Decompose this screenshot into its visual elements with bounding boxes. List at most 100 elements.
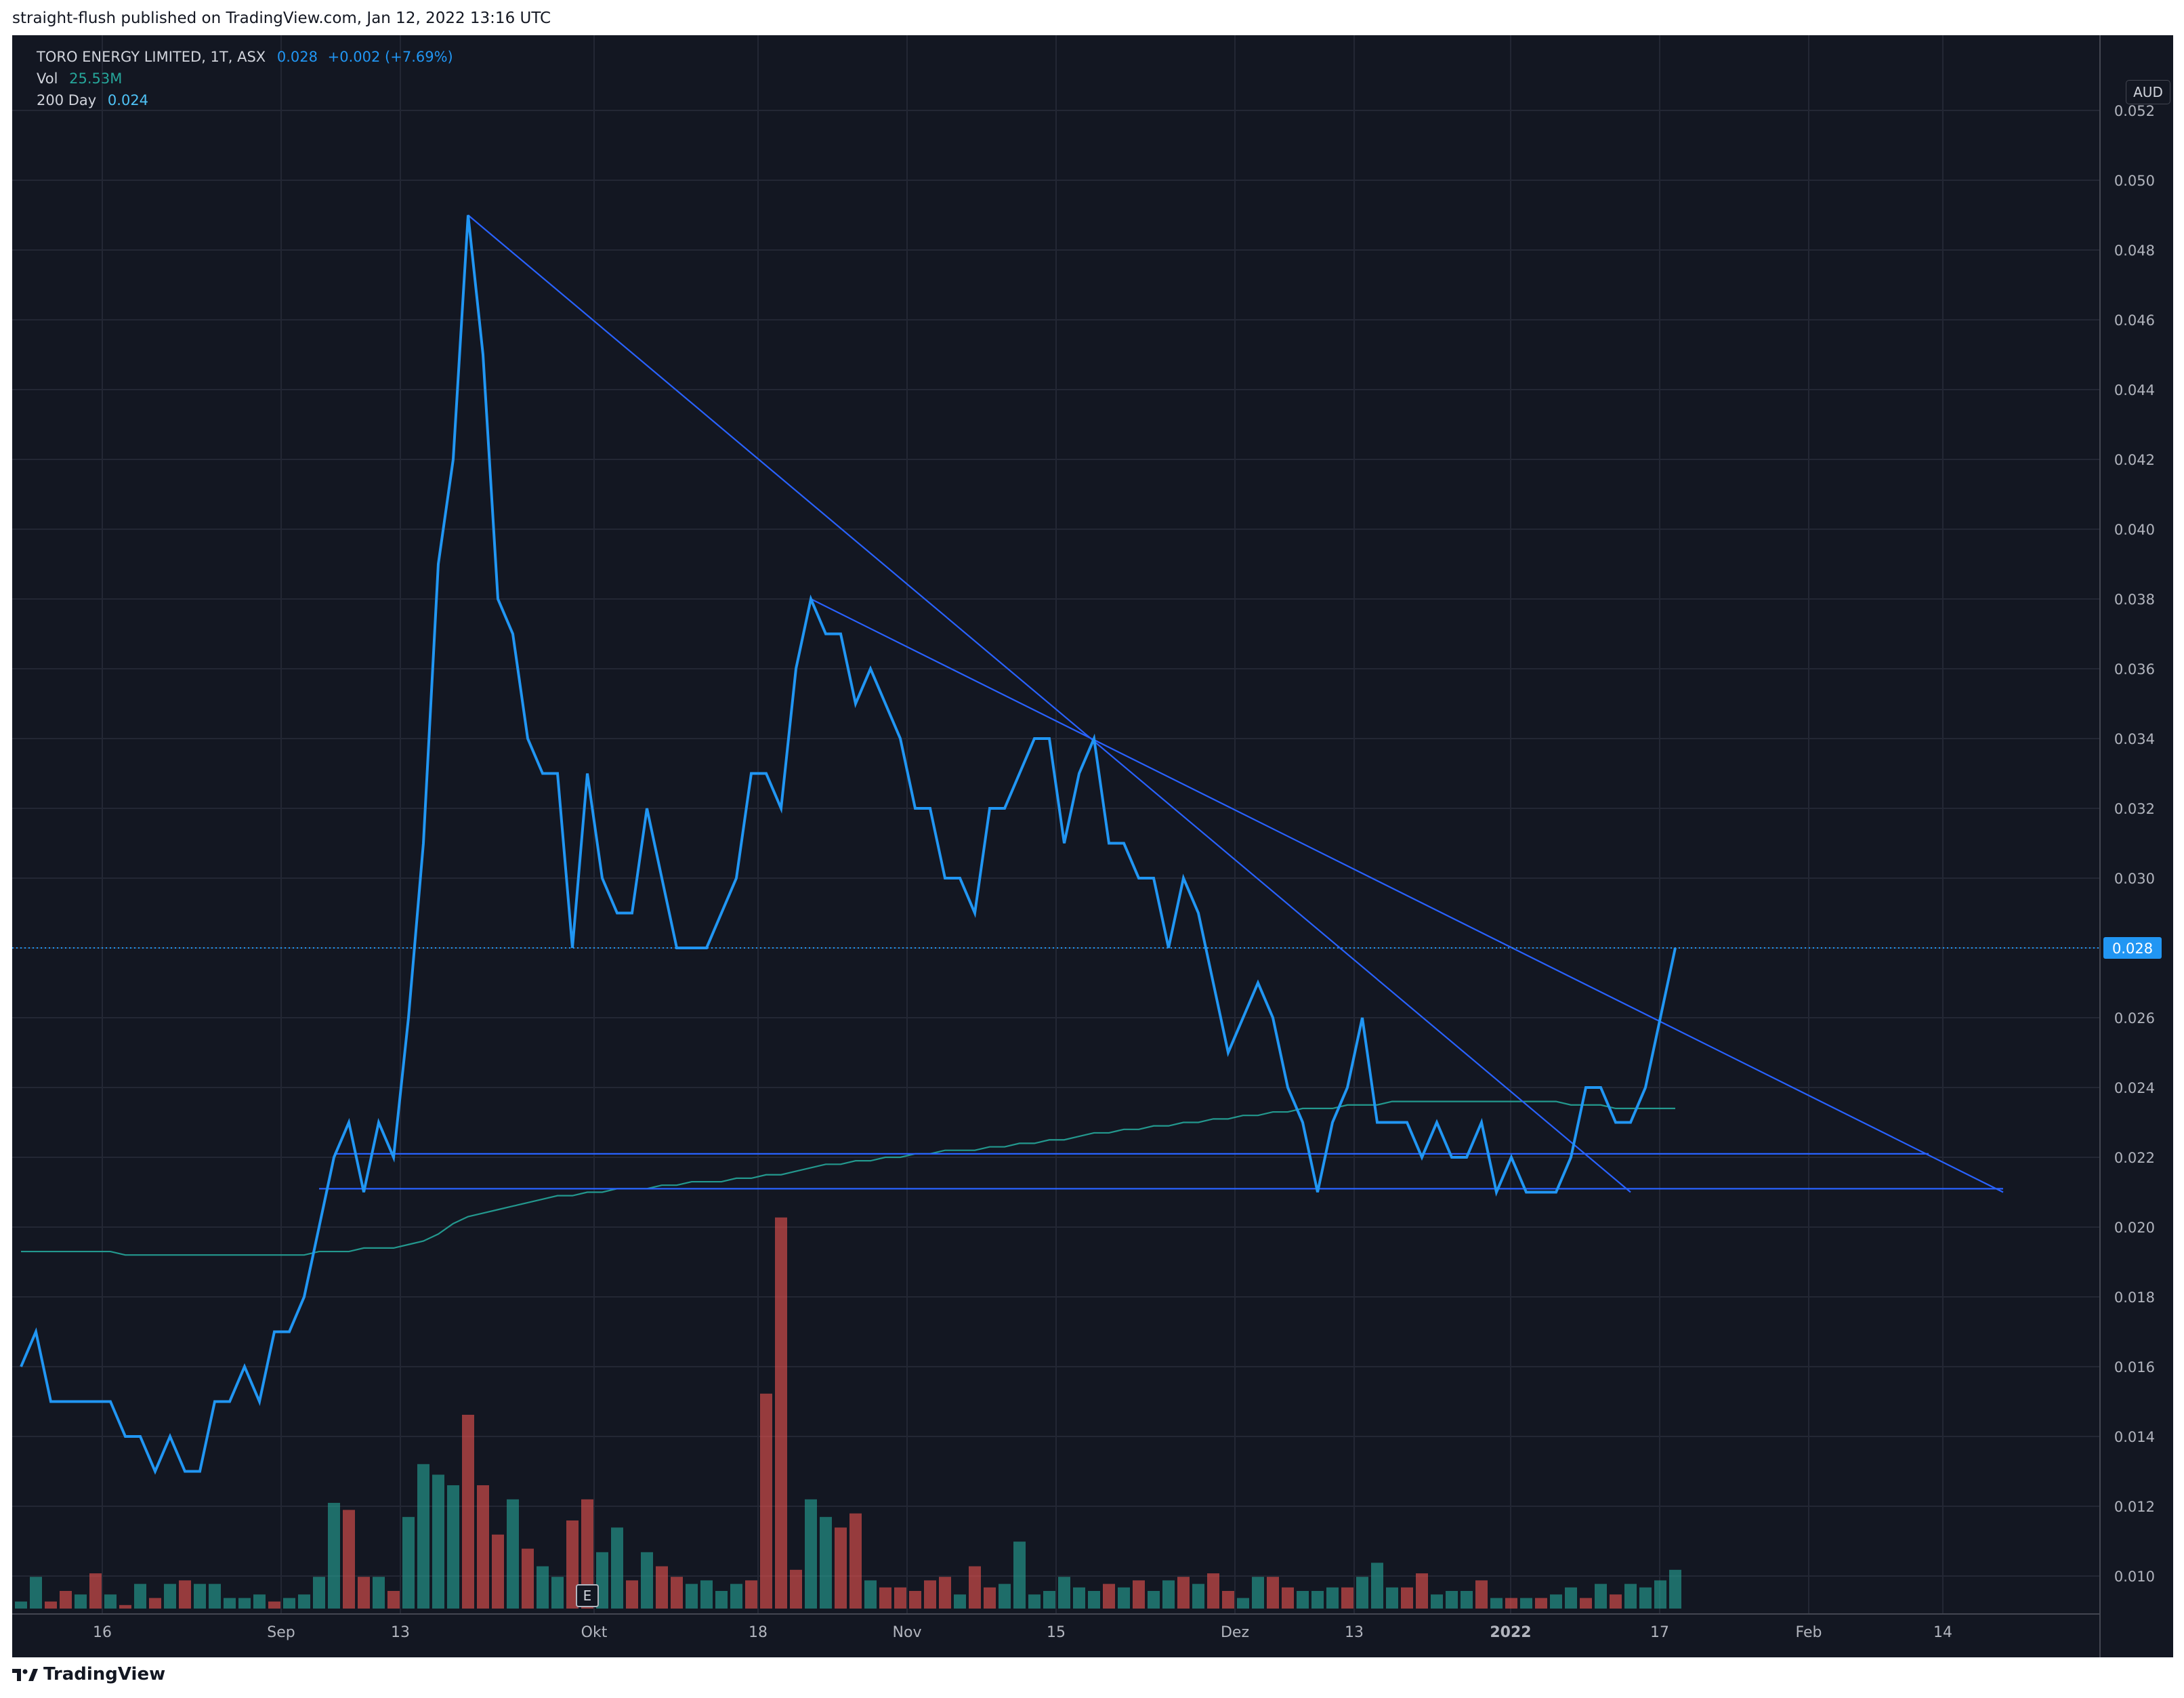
volume-bar-up bbox=[700, 1580, 713, 1609]
volume-bar-down bbox=[835, 1527, 847, 1609]
volume-bar-up bbox=[1550, 1594, 1562, 1609]
volume-bar-up bbox=[1386, 1587, 1398, 1609]
x-tick-label: Feb bbox=[1796, 1624, 1822, 1641]
volume-bar-down bbox=[343, 1510, 355, 1609]
ma-200-line bbox=[21, 1100, 1675, 1256]
y-tick-label: 0.044 bbox=[2114, 382, 2155, 398]
volume-bar-down bbox=[1222, 1591, 1234, 1609]
volume-bar-up bbox=[1043, 1591, 1055, 1609]
legend-volume-row[interactable]: Vol 25.53M bbox=[37, 70, 122, 87]
volume-bar-up bbox=[447, 1485, 459, 1609]
volume-bar-up bbox=[1624, 1583, 1637, 1609]
volume-bar-down bbox=[462, 1415, 474, 1609]
volume-bar-down bbox=[1401, 1587, 1413, 1609]
volume-bar-up bbox=[1326, 1587, 1339, 1609]
x-tick-label: 17 bbox=[1650, 1624, 1669, 1641]
y-tick-label: 0.030 bbox=[2114, 871, 2155, 887]
x-tick-label: 16 bbox=[93, 1624, 112, 1641]
y-tick-label: 0.032 bbox=[2114, 801, 2155, 817]
last-price: 0.028 bbox=[276, 49, 318, 65]
x-tick-label: 15 bbox=[1047, 1624, 1066, 1641]
volume-value: 25.53M bbox=[69, 70, 123, 87]
volume-bar-down bbox=[358, 1577, 370, 1609]
y-tick-label: 0.040 bbox=[2114, 522, 2155, 538]
volume-bar-up bbox=[954, 1594, 966, 1609]
volume-bar-down bbox=[179, 1580, 191, 1609]
volume-bar-up bbox=[1431, 1594, 1443, 1609]
x-tick-label: Nov bbox=[893, 1624, 922, 1641]
volume-bar-down bbox=[879, 1587, 891, 1609]
volume-bar-up bbox=[253, 1594, 266, 1609]
volume-bar-up bbox=[1595, 1583, 1607, 1609]
brand-name: TradingView bbox=[43, 1664, 166, 1684]
volume-bar-up bbox=[1639, 1587, 1652, 1609]
volume-bar-up bbox=[328, 1503, 340, 1609]
currency-badge[interactable]: AUD bbox=[2126, 80, 2170, 104]
x-tick-label: 13 bbox=[391, 1624, 410, 1641]
volume-bar-up bbox=[1669, 1569, 1681, 1609]
volume-bar-up bbox=[1446, 1591, 1458, 1609]
volume-bar-down bbox=[969, 1566, 981, 1609]
volume-bar-down bbox=[581, 1499, 593, 1609]
volume-label: Vol bbox=[37, 70, 58, 87]
y-tick-label: 0.016 bbox=[2114, 1359, 2155, 1375]
legend-ma-row[interactable]: 200 Day 0.024 bbox=[37, 92, 148, 108]
x-tick-label: 13 bbox=[1345, 1624, 1364, 1641]
volume-bar-up bbox=[164, 1583, 176, 1609]
volume-bar-down bbox=[387, 1591, 400, 1609]
footer-brand[interactable]: TradingView bbox=[12, 1664, 165, 1684]
volume-bar-down bbox=[1341, 1587, 1353, 1609]
tradingview-logo-icon bbox=[12, 1669, 38, 1681]
volume-bar-up bbox=[238, 1598, 251, 1609]
volume-bar-up bbox=[611, 1527, 623, 1609]
volume-bar-up bbox=[551, 1577, 564, 1609]
y-tick-label: 0.026 bbox=[2114, 1010, 2155, 1027]
volume-bar-up bbox=[1073, 1587, 1085, 1609]
price-change: +0.002 (+7.69%) bbox=[327, 49, 453, 65]
y-tick-label: 0.010 bbox=[2114, 1569, 2155, 1585]
volume-bar-up bbox=[15, 1601, 27, 1609]
volume-bar-down bbox=[1177, 1577, 1190, 1609]
volume-bar-up bbox=[1490, 1598, 1503, 1609]
y-tick-label: 0.020 bbox=[2114, 1220, 2155, 1236]
volume-bar-up bbox=[134, 1583, 146, 1609]
volume-bar-up bbox=[507, 1499, 519, 1609]
volume-bar-down bbox=[1535, 1598, 1547, 1609]
volume-bar-down bbox=[745, 1580, 757, 1609]
volume-bar-up bbox=[805, 1499, 817, 1609]
chart-area[interactable]: 0.010 0.012 0.014 0.016 0.018 0.020 0.022 0.024… bbox=[12, 35, 2173, 1657]
volume-bar-up bbox=[1237, 1598, 1249, 1609]
y-tick-label: 0.014 bbox=[2114, 1429, 2155, 1445]
y-tick-label: 0.022 bbox=[2114, 1150, 2155, 1166]
y-tick-label: 0.024 bbox=[2114, 1080, 2155, 1096]
volume-bar-up bbox=[104, 1594, 117, 1609]
ma-label: 200 Day bbox=[37, 92, 97, 108]
volume-bar-down bbox=[268, 1601, 280, 1609]
volume-bar-down bbox=[984, 1587, 996, 1609]
volume-bar-down bbox=[89, 1573, 102, 1609]
y-tick-label: 0.046 bbox=[2114, 312, 2155, 329]
price-chart[interactable]: 0.010 0.012 0.014 0.016 0.018 0.020 0.022 0.024… bbox=[12, 35, 2173, 1657]
volume-bar-up bbox=[1311, 1591, 1324, 1609]
volume-bar-down bbox=[477, 1485, 489, 1609]
volume-bar-up bbox=[1192, 1583, 1204, 1609]
volume-bar-down bbox=[1103, 1583, 1115, 1609]
symbol-name: TORO ENERGY LIMITED, 1T, ASX bbox=[37, 49, 266, 65]
volume-bar-up bbox=[1058, 1577, 1070, 1609]
volume-bar-up bbox=[1252, 1577, 1264, 1609]
volume-bar-down bbox=[1580, 1598, 1592, 1609]
volume-bar-down bbox=[60, 1591, 72, 1609]
volume-bar-up bbox=[1654, 1580, 1666, 1609]
volume-bar-down bbox=[939, 1577, 951, 1609]
legend-symbol-row[interactable]: TORO ENERGY LIMITED, 1T, ASX 0.028 +0.00… bbox=[37, 49, 453, 65]
earnings-marker[interactable]: E bbox=[576, 1584, 599, 1607]
volume-bar-down bbox=[909, 1591, 921, 1609]
volume-bar-down bbox=[1475, 1580, 1488, 1609]
volume-bar-up bbox=[283, 1598, 295, 1609]
volume-bar-up bbox=[1297, 1591, 1309, 1609]
y-tick-label: 0.050 bbox=[2114, 173, 2155, 189]
volume-bar-down bbox=[790, 1569, 802, 1609]
volume-bar-up bbox=[999, 1583, 1011, 1609]
price-line bbox=[20, 215, 1677, 1475]
last-price-badge bbox=[2103, 937, 2162, 959]
